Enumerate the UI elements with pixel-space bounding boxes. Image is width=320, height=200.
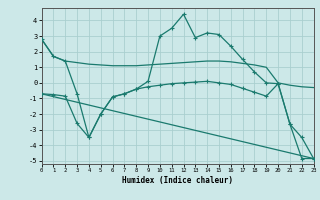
X-axis label: Humidex (Indice chaleur): Humidex (Indice chaleur) <box>122 176 233 185</box>
